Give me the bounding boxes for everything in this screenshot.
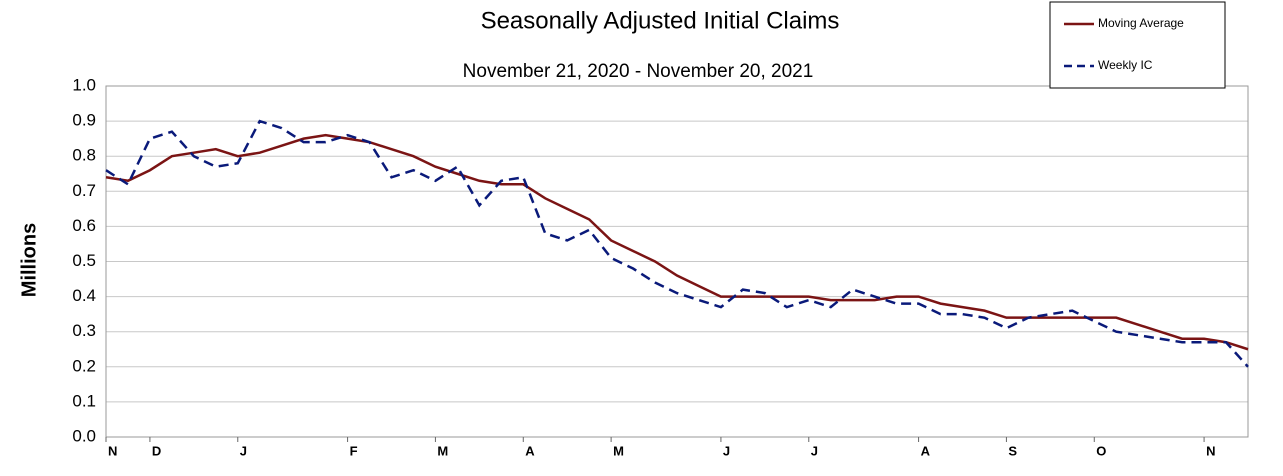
x-tick-label: A	[525, 443, 535, 458]
x-tick-label: O	[1096, 443, 1106, 458]
series-line	[105, 133, 1249, 351]
y-tick-label: 0.2	[72, 356, 96, 375]
y-tick-label: 0.1	[72, 391, 96, 410]
y-axis-label: Millions	[18, 223, 40, 297]
y-tick-label: 0.4	[72, 286, 96, 305]
series-line	[105, 119, 1249, 368]
chart-title: Seasonally Adjusted Initial Claims	[481, 7, 840, 34]
y-tick-label: 0.6	[72, 216, 96, 235]
y-tick-label: 0.9	[72, 111, 96, 130]
x-tick-label: N	[108, 443, 117, 458]
legend-label: Moving Average	[1098, 16, 1184, 30]
legend-label: Weekly IC	[1098, 58, 1153, 72]
y-tick-label: 0.5	[72, 251, 96, 270]
y-tick-label: 0.3	[72, 321, 96, 340]
x-tick-label: A	[921, 443, 931, 458]
legend-box	[1049, 1, 1226, 89]
x-tick-label: M	[613, 443, 624, 458]
chart-subtitle: November 21, 2020 - November 20, 2021	[463, 61, 814, 82]
x-tick-label: M	[437, 443, 448, 458]
plot-border	[105, 85, 1249, 438]
y-tick-label: 1.0	[72, 75, 96, 94]
x-tick-label: J	[723, 443, 730, 458]
x-tick-label: J	[811, 443, 818, 458]
x-tick-label: N	[1206, 443, 1215, 458]
x-tick-label: S	[1008, 443, 1017, 458]
x-tick-label: F	[350, 443, 358, 458]
x-tick-label: J	[240, 443, 247, 458]
y-tick-label: 0.8	[72, 146, 96, 165]
x-tick-label: D	[152, 443, 161, 458]
y-tick-label: 0.0	[72, 426, 96, 445]
y-tick-label: 0.7	[72, 181, 96, 200]
